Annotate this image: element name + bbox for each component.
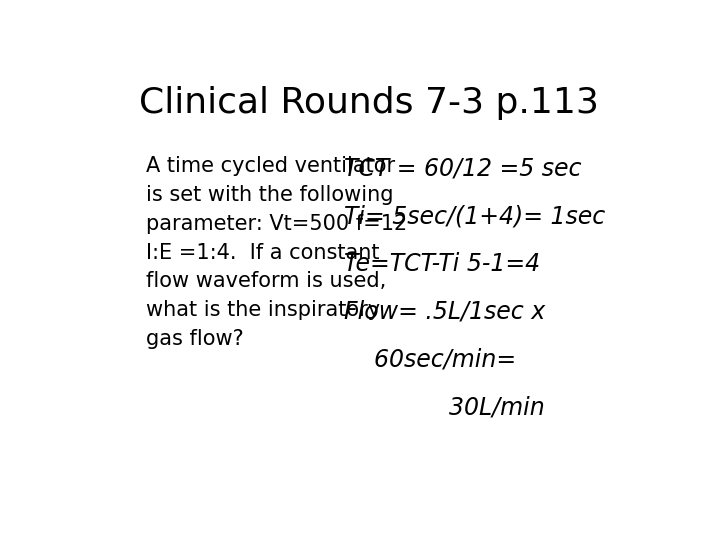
Text: Clinical Rounds 7-3 p.113: Clinical Rounds 7-3 p.113 <box>139 85 599 119</box>
Text: Te=TCT-Ti 5-1=4: Te=TCT-Ti 5-1=4 <box>344 252 540 276</box>
Text: A time cycled ventilator
is set with the following
parameter: Vt=500 f=12
I:E =1: A time cycled ventilator is set with the… <box>145 156 407 349</box>
Text: Ti= 5sec/(1+4)= 1sec: Ti= 5sec/(1+4)= 1sec <box>344 204 605 228</box>
Text: Flow= .5L/1sec x: Flow= .5L/1sec x <box>344 300 545 323</box>
Text: 30L/min: 30L/min <box>344 395 544 420</box>
Text: TCT = 60/12 =5 sec: TCT = 60/12 =5 sec <box>344 156 581 180</box>
Text: 60sec/min=: 60sec/min= <box>344 348 516 372</box>
